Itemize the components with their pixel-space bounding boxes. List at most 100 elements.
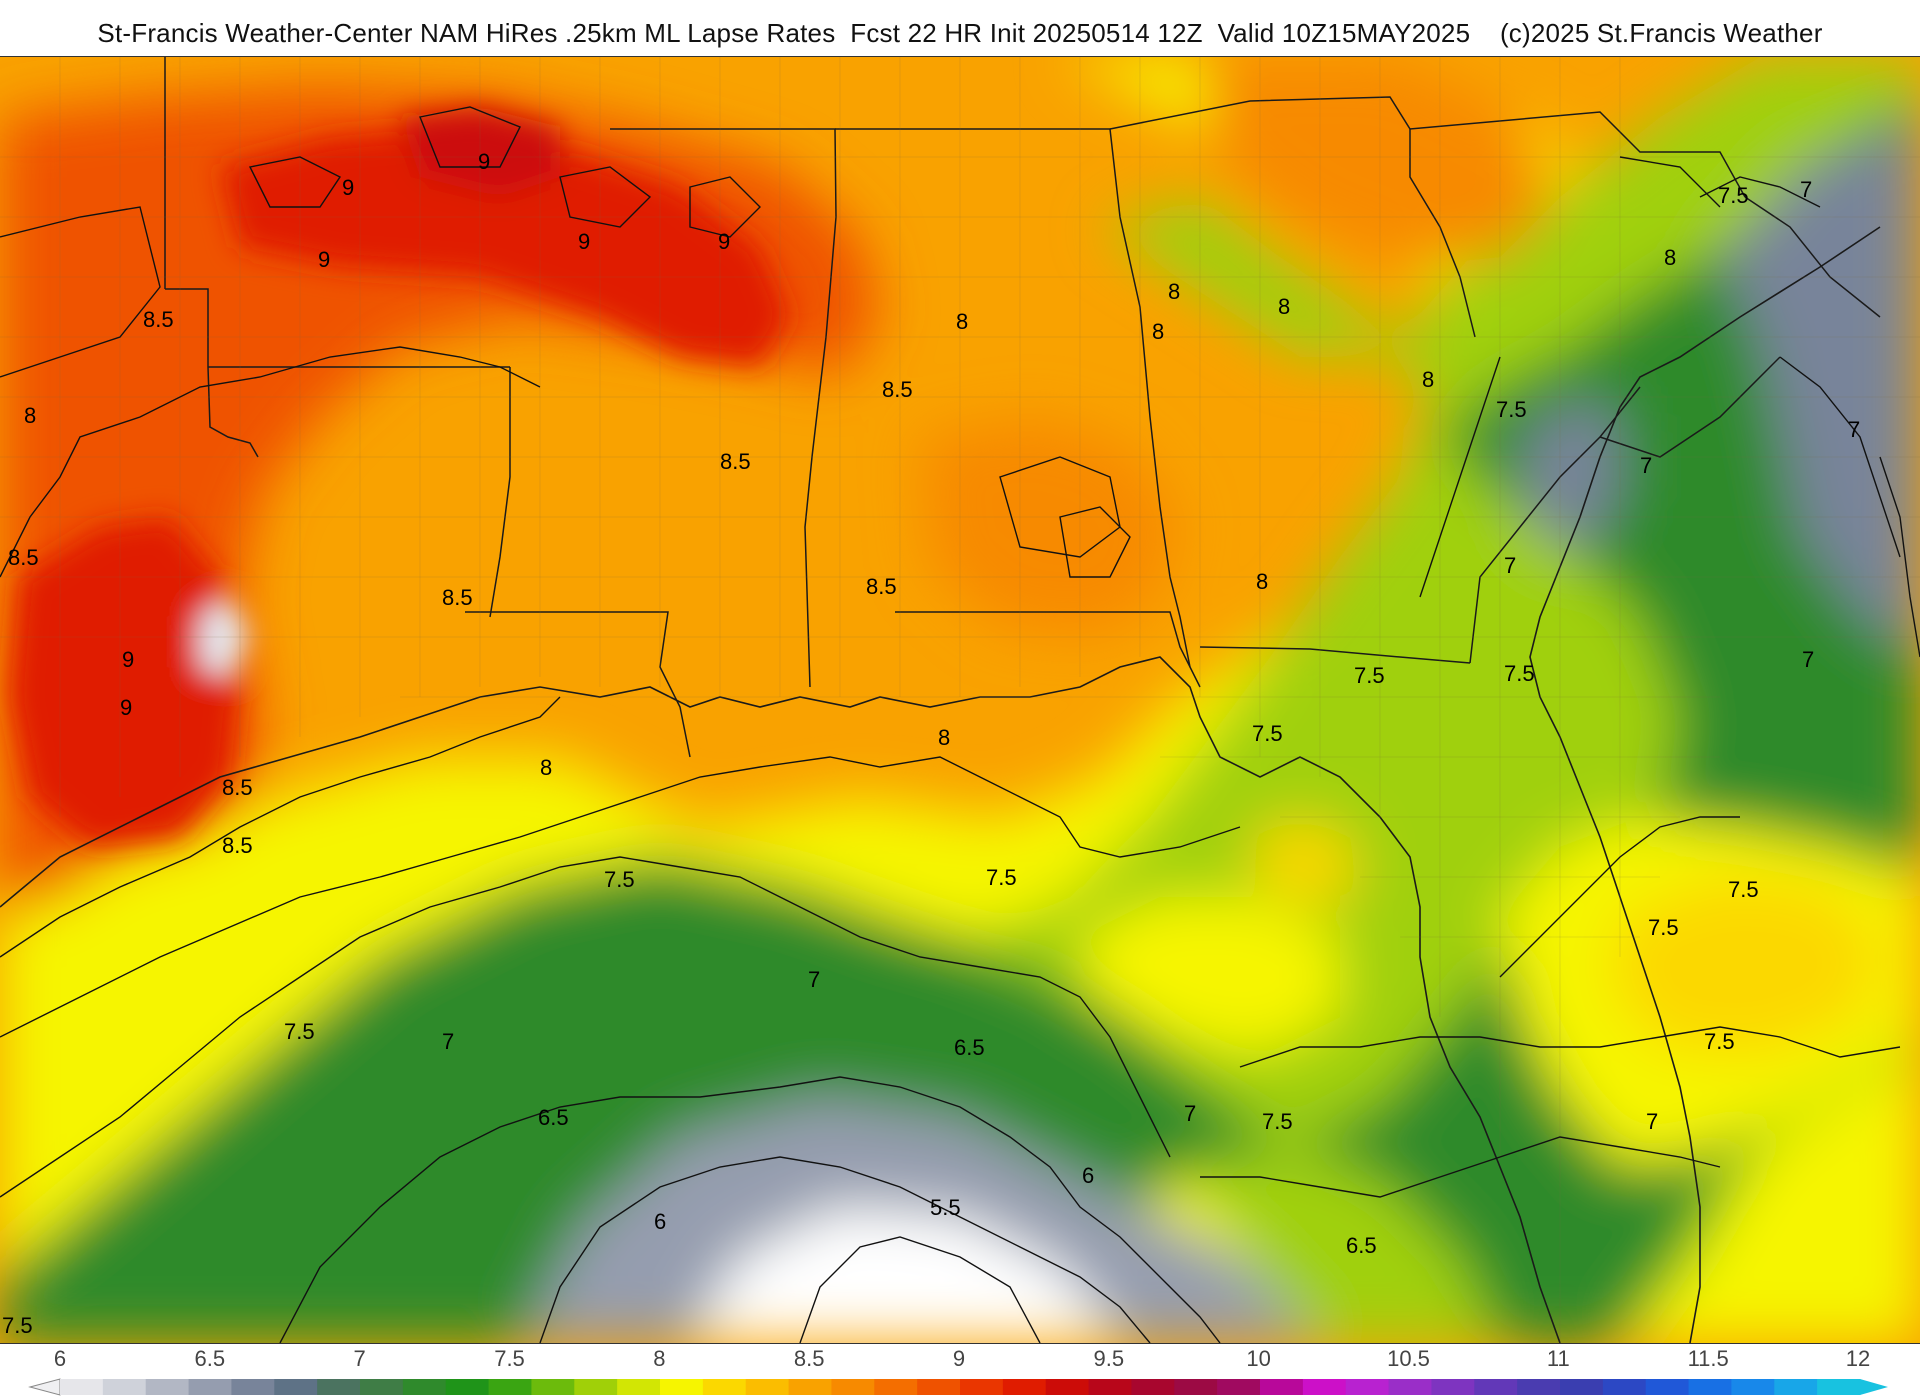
- contour-label: 8: [1152, 319, 1164, 344]
- colorbar-swatch: [445, 1379, 490, 1395]
- colorbar-swatch: [488, 1379, 532, 1395]
- colorbar-swatch: [1131, 1379, 1175, 1395]
- contour-label: 7.5: [986, 865, 1017, 890]
- colorbar-swatch: [1431, 1379, 1475, 1395]
- contour-lines: [0, 106, 1920, 1343]
- colorbar-tick: 9: [952, 1346, 966, 1371]
- contour-label: 8: [1168, 279, 1180, 304]
- contour-label: 7.5: [1262, 1109, 1293, 1134]
- contour-label: 8.5: [8, 545, 39, 570]
- colorbar-swatch: [1217, 1379, 1261, 1395]
- colorbar-swatch: [231, 1379, 275, 1395]
- contour-label: 7: [1800, 177, 1812, 202]
- colorbar-swatch: [360, 1379, 404, 1395]
- colorbar-swatch: [1045, 1379, 1090, 1395]
- contour-label: 7.5: [1728, 877, 1759, 902]
- contour-label: 8: [24, 403, 36, 428]
- colorbar-swatch: [145, 1379, 190, 1395]
- contour-label: 7: [1848, 417, 1860, 442]
- contour-label: 8: [1422, 367, 1434, 392]
- colorbar-swatch: [531, 1379, 575, 1395]
- colorbar-swatch: [788, 1379, 832, 1395]
- state-boundaries: [164, 57, 1881, 758]
- contour-label: 6: [1082, 1163, 1094, 1188]
- colorbar-tick: 6.5: [194, 1346, 226, 1371]
- colorbar-swatch: [617, 1379, 661, 1395]
- colorbar-swatch: [960, 1379, 1004, 1395]
- colorbar-swatch: [917, 1379, 961, 1395]
- colorbar-swatch: [1817, 1379, 1861, 1395]
- contour-label: 6: [654, 1209, 666, 1234]
- contour-label-corner: 7.5: [2, 1313, 33, 1338]
- colorbar-tick: 7.5: [494, 1346, 525, 1371]
- colorbar-swatch: [874, 1379, 918, 1395]
- map-title: St-Francis Weather-Center NAM HiRes .25k…: [97, 18, 1823, 48]
- colorbar-swatch: [60, 1379, 104, 1395]
- colorbar-swatch: [1088, 1379, 1132, 1395]
- colorbar-swatch: [274, 1379, 318, 1395]
- contour-label: 7.5: [1504, 661, 1535, 686]
- colorbar: [28, 1378, 1888, 1396]
- colorbar-tick-labels: 6 6.5 7 7.5 8 8.5 9 9.5 10 10.5 11 11.5 12: [0, 1342, 1920, 1374]
- contour-label: 9: [718, 229, 730, 254]
- colorbar-swatch: [660, 1379, 704, 1395]
- contour-label: 7: [442, 1029, 454, 1054]
- contour-label: 8: [956, 309, 968, 334]
- colorbar-tick: 12: [1845, 1346, 1871, 1371]
- map-canvas: 9 9 9 9 9 9 8.5 8 8.5 8 8 8 8.5 8.5 8.5 …: [0, 57, 1920, 1343]
- contour-label: 8.5: [866, 574, 897, 599]
- contour-label: 7: [808, 967, 820, 992]
- contour-label: 7.5: [1648, 915, 1679, 940]
- contour-label: 8: [1664, 245, 1676, 270]
- colorbar-tick: 9.5: [1093, 1346, 1125, 1371]
- contour-label: 6.5: [954, 1035, 985, 1060]
- colorbar-swatch: [745, 1379, 790, 1395]
- colorbar-swatch: [1774, 1379, 1818, 1395]
- colorbar-swatch: [1731, 1379, 1775, 1395]
- contour-label: 7: [1640, 453, 1652, 478]
- contour-label: 8.5: [442, 585, 473, 610]
- contour-label: 7: [1504, 553, 1516, 578]
- colorbar-swatch: [1345, 1379, 1390, 1395]
- colorbar-swatch: [574, 1379, 618, 1395]
- contour-label: 8.5: [222, 833, 253, 858]
- contour-label: 9: [120, 695, 132, 720]
- contour-label: 7.5: [1704, 1029, 1735, 1054]
- contour-label: 5.5: [930, 1195, 961, 1220]
- contour-label: 9: [578, 229, 590, 254]
- contour-label: 6.5: [538, 1105, 569, 1130]
- colorbar-swatch: [1388, 1379, 1432, 1395]
- colorbar-tick: 11: [1546, 1346, 1570, 1371]
- contour-label: 8: [938, 725, 950, 750]
- contour-label: 9: [478, 149, 490, 174]
- colorbar-swatch: [1602, 1379, 1647, 1395]
- contour-label: 7.5: [1496, 397, 1527, 422]
- contour-label: 8: [540, 755, 552, 780]
- colorbar-tick: 8.5: [793, 1346, 825, 1371]
- colorbar-tick: 8: [653, 1346, 666, 1371]
- colorbar-tick: 7: [353, 1346, 366, 1371]
- colorbar-swatch: [1688, 1379, 1732, 1395]
- colorbar-swatch: [1002, 1379, 1047, 1395]
- contour-label: 7.5: [1252, 721, 1283, 746]
- lapse-rate-map: 9 9 9 9 9 9 8.5 8 8.5 8 8 8 8.5 8.5 8.5 …: [0, 56, 1920, 1344]
- contour-label: 8.5: [222, 775, 253, 800]
- colorbar-min-arrow: [28, 1378, 61, 1396]
- contour-label: 7.5: [284, 1019, 315, 1044]
- contour-label: 8: [1256, 569, 1268, 594]
- colorbar-tick: 10: [1246, 1346, 1271, 1371]
- contour-label: 7: [1646, 1109, 1658, 1134]
- contour-label: 7.5: [1718, 183, 1749, 208]
- county-lines: [0, 57, 1920, 1343]
- contour-label: 8: [1278, 294, 1290, 319]
- colorbar-tick: 6: [53, 1346, 67, 1371]
- contour-label: 7: [1184, 1101, 1196, 1126]
- coastline: [0, 226, 1881, 1343]
- contour-label: 7.5: [1354, 663, 1385, 688]
- colorbar-swatch: [188, 1379, 232, 1395]
- contour-label: 8.5: [882, 377, 913, 402]
- colorbar-swatch: [1560, 1379, 1604, 1395]
- contour-label: 9: [318, 247, 330, 272]
- colorbar-swatch: [702, 1379, 747, 1395]
- colorbar-swatch: [1645, 1379, 1690, 1395]
